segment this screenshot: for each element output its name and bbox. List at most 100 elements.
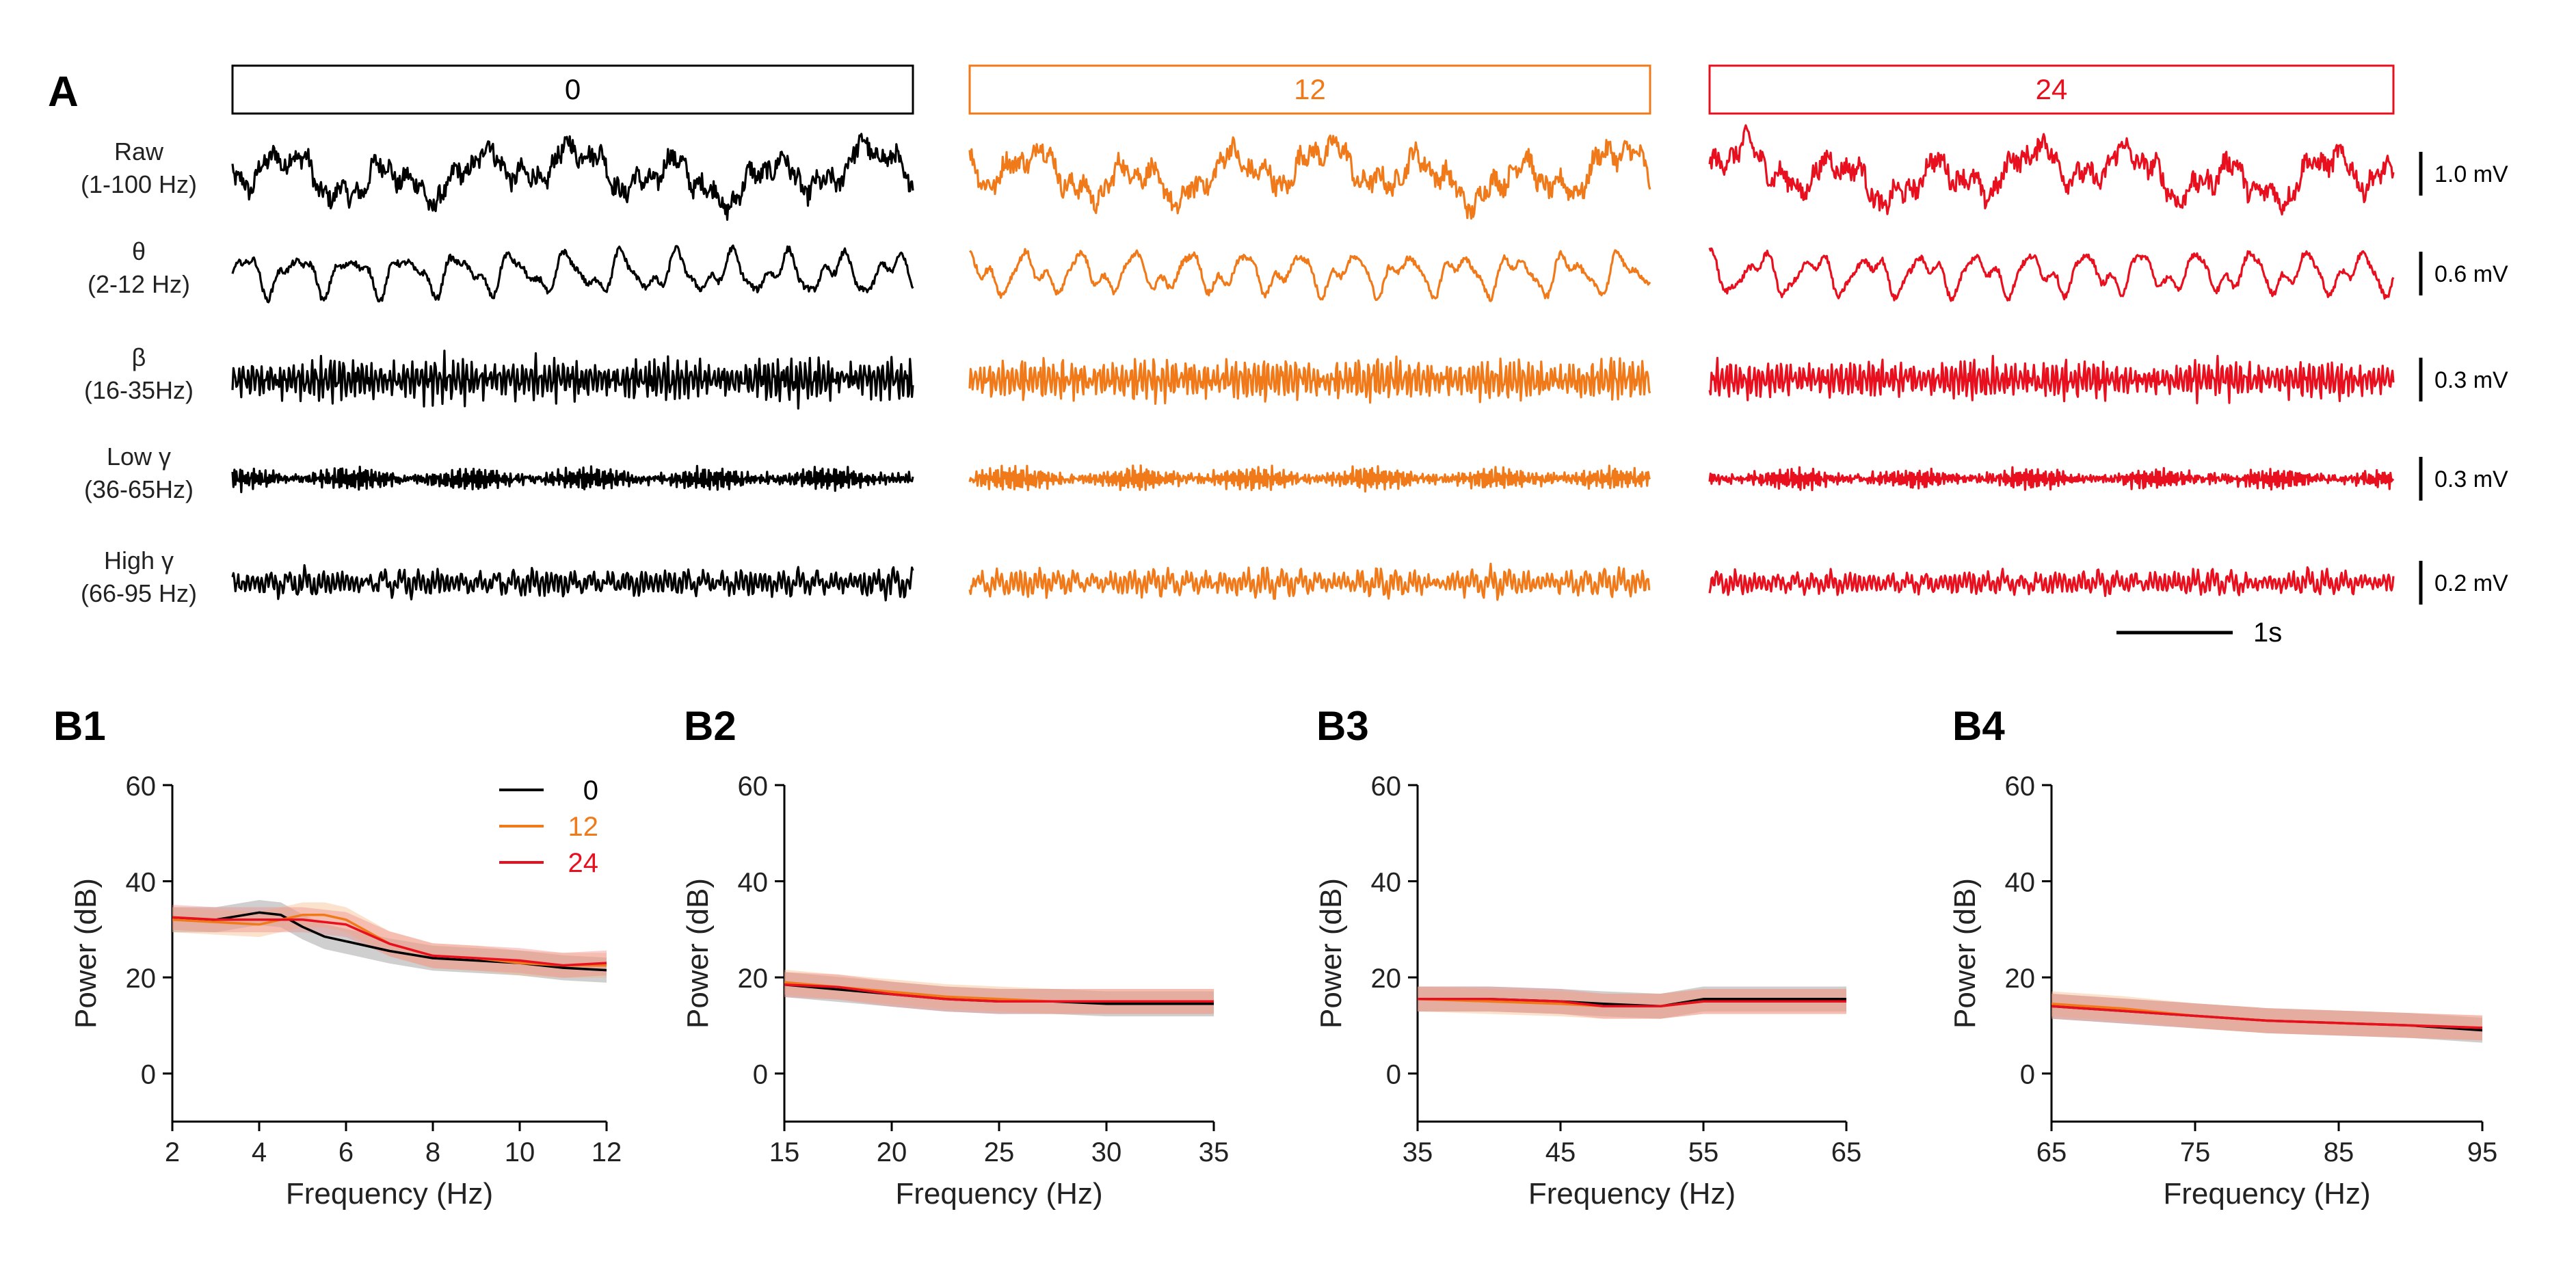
trace-0-band-1: [231, 244, 914, 304]
x-tick-label: 30: [1091, 1137, 1122, 1167]
y-tick-label: 60: [126, 771, 157, 802]
band-label-range: (2-12 Hz): [88, 270, 190, 298]
x-tick-label: 2: [165, 1137, 180, 1167]
trace-0-band-3: [231, 464, 914, 494]
y-tick-label: 40: [2005, 868, 2036, 898]
x-tick-label: 35: [1403, 1137, 1433, 1167]
band-label-name: β: [132, 343, 146, 371]
y-tick-label: 40: [126, 868, 157, 898]
legend-label-24: 24: [568, 848, 599, 878]
trace-0-band-0: [231, 133, 914, 221]
x-tick-label: 65: [2036, 1137, 2067, 1167]
y-tick-label: 20: [738, 964, 769, 994]
y-tick-label: 0: [1386, 1060, 1401, 1090]
y-tick-label: 0: [141, 1060, 156, 1090]
error-band-0: [1418, 986, 1846, 1019]
band-label-name: Low γ: [107, 442, 171, 471]
x-tick-label: 20: [877, 1137, 907, 1167]
series-line-24: [784, 983, 1214, 1003]
scale-bar-label: 0.3 mV: [2434, 466, 2508, 492]
x-tick-label: 4: [252, 1137, 267, 1167]
trace-24-band-1: [1708, 247, 2395, 302]
y-tick-label: 0: [753, 1060, 768, 1090]
y-tick-label: 40: [1371, 868, 1402, 898]
scale-bar-label: 0.6 mV: [2434, 261, 2508, 287]
x-axis-label: Frequency (Hz): [286, 1177, 493, 1211]
y-tick-label: 20: [1371, 964, 1402, 994]
panel-a-label: A: [48, 68, 79, 116]
condition-box-12: [968, 64, 1651, 115]
x-tick-label: 8: [425, 1137, 440, 1167]
series-line-24: [2051, 1005, 2483, 1029]
x-tick-label: 35: [1199, 1137, 1230, 1167]
scale-bar-label: 0.3 mV: [2434, 367, 2508, 393]
y-tick-label: 60: [2005, 771, 2036, 802]
panel-label-B2: B2: [684, 703, 736, 749]
band-label-range: (1-100 Hz): [81, 170, 197, 198]
panel-label-B3: B3: [1316, 703, 1369, 749]
y-tick-label: 20: [2005, 964, 2036, 994]
time-scale-label: 1s: [2253, 618, 2282, 648]
trace-24-band-0: [1708, 124, 2395, 216]
error-band-24: [1418, 986, 1846, 1019]
x-tick-label: 10: [505, 1137, 535, 1167]
y-tick-label: 60: [1371, 771, 1402, 802]
y-axis-label: Power (dB): [69, 878, 103, 1029]
y-axis-label: Power (dB): [1948, 878, 1982, 1029]
legend-label-12: 12: [568, 812, 599, 842]
y-axis-label: Power (dB): [1314, 878, 1348, 1029]
band-label-range: (16-35Hz): [84, 376, 194, 404]
trace-0-band-2: [231, 349, 914, 410]
x-tick-label: 55: [1688, 1137, 1719, 1167]
y-axis-label: Power (dB): [681, 878, 715, 1029]
band-label-range: (36-65Hz): [84, 475, 194, 503]
trace-0-band-4: [231, 564, 914, 602]
x-tick-label: 85: [2324, 1137, 2354, 1167]
error-band-24: [2051, 994, 2482, 1041]
x-tick-label: 12: [592, 1137, 622, 1167]
error-band-24: [784, 972, 1214, 1014]
condition-label-0: 0: [565, 73, 581, 105]
band-label-name: θ: [132, 237, 146, 265]
x-tick-label: 45: [1545, 1137, 1576, 1167]
x-tick-label: 25: [984, 1137, 1015, 1167]
error-band-0: [784, 972, 1214, 1017]
x-tick-label: 15: [769, 1137, 800, 1167]
band-label-range: (66-95 Hz): [81, 579, 197, 607]
condition-label-24: 24: [2036, 73, 2068, 105]
x-tick-label: 75: [2180, 1137, 2211, 1167]
condition-box-0: [231, 64, 914, 115]
series-line-24: [172, 916, 607, 967]
trace-24-band-4: [1708, 566, 2395, 597]
y-tick-label: 60: [738, 771, 769, 802]
band-label-name: Raw: [114, 137, 164, 166]
condition-box-24: [1708, 64, 2395, 115]
panel-label-B1: B1: [53, 703, 106, 749]
trace-12-band-4: [968, 562, 1651, 601]
trace-12-band-0: [968, 134, 1651, 220]
band-label-name: High γ: [104, 546, 174, 574]
x-axis-label: Frequency (Hz): [895, 1177, 1102, 1211]
trace-12-band-3: [968, 464, 1651, 493]
y-tick-label: 20: [126, 964, 157, 994]
series-line-24: [1418, 998, 1846, 1008]
condition-label-12: 12: [1294, 73, 1326, 105]
x-tick-label: 6: [338, 1137, 354, 1167]
error-band-12: [1418, 986, 1846, 1019]
trace-24-band-3: [1708, 466, 2395, 492]
scale-bar-label: 0.2 mV: [2434, 570, 2508, 596]
x-axis-label: Frequency (Hz): [2163, 1177, 2370, 1211]
x-axis-label: Frequency (Hz): [1528, 1177, 1736, 1211]
x-tick-label: 65: [1831, 1137, 1862, 1167]
trace-12-band-2: [968, 355, 1651, 405]
y-tick-label: 0: [2020, 1060, 2035, 1090]
scale-bar-label: 1.0 mV: [2434, 161, 2508, 187]
y-tick-label: 40: [738, 868, 769, 898]
panel-label-B4: B4: [1952, 703, 2005, 749]
legend-label-0: 0: [583, 776, 598, 806]
error-band-12: [2051, 991, 2482, 1041]
trace-12-band-1: [968, 248, 1651, 302]
trace-24-band-2: [1708, 354, 2395, 405]
x-tick-label: 95: [2467, 1137, 2498, 1167]
